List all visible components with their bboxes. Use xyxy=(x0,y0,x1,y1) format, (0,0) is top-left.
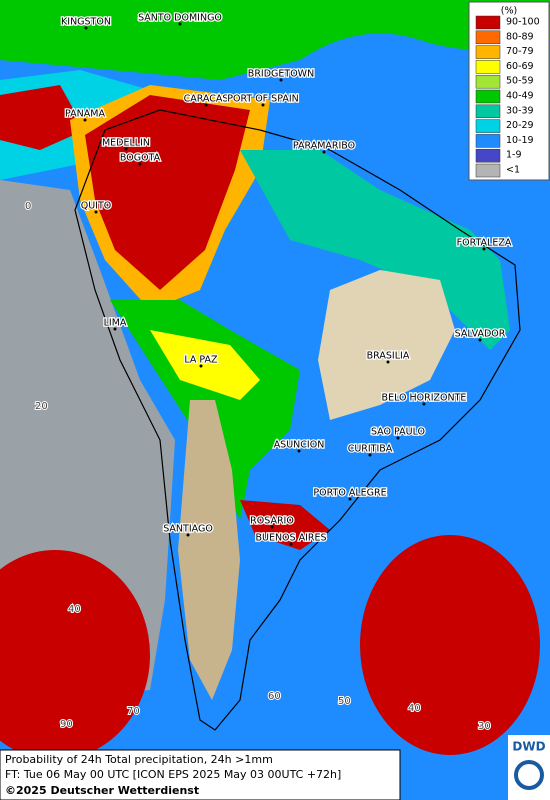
city-dot xyxy=(270,525,274,529)
city-label: SANTIAGO xyxy=(163,524,213,535)
city-dot xyxy=(178,22,182,26)
grid-label: 60 xyxy=(268,691,281,702)
city-dot xyxy=(289,542,293,546)
legend-label: 40-49 xyxy=(506,91,534,102)
city-dot xyxy=(261,103,265,107)
legend-swatch xyxy=(475,104,501,119)
city-label: PORT OF SPAIN xyxy=(227,94,298,105)
city-dot xyxy=(124,147,128,151)
logo: DWD xyxy=(512,740,545,754)
city-label: MEDELLIN xyxy=(102,138,150,149)
footer-text: ©2025 Deutscher Wetterdienst xyxy=(5,784,199,797)
city-label: ROSARIO xyxy=(250,516,294,527)
legend-label: 60-69 xyxy=(506,61,534,72)
legend-swatch xyxy=(475,163,501,178)
legend-label: 1-9 xyxy=(506,150,522,161)
legend-swatch xyxy=(475,30,501,45)
city-label: KINGSTON xyxy=(61,17,111,28)
city-label: BELO HORIZONTE xyxy=(382,393,467,404)
precip-high xyxy=(0,85,85,150)
grid-label: 40 xyxy=(68,604,81,615)
legend-label: <1 xyxy=(506,165,520,176)
precip-band xyxy=(0,0,550,80)
legend-swatch xyxy=(475,74,501,89)
city-dot xyxy=(199,364,203,368)
city-label: QUITO xyxy=(81,201,112,212)
dry-terrain xyxy=(178,400,240,700)
footer-text: Probability of 24h Total precipitation, … xyxy=(5,753,273,766)
legend-swatch xyxy=(475,45,501,59)
city-dot xyxy=(84,26,88,30)
grid-label: 30 xyxy=(478,721,491,732)
legend-swatch xyxy=(475,89,501,104)
precip-high xyxy=(85,95,250,290)
city-dot xyxy=(386,360,390,364)
precip-high xyxy=(360,535,540,755)
city-dot xyxy=(94,210,98,214)
coastline xyxy=(74,109,521,731)
city-label: PORTO ALEGRE xyxy=(313,488,386,499)
legend-label: 20-29 xyxy=(506,120,534,131)
city-label: FORTALEZA xyxy=(457,238,512,249)
city-dot xyxy=(478,338,482,342)
city-dot xyxy=(482,247,486,251)
legend-swatch xyxy=(475,60,501,74)
grid-label: 90 xyxy=(60,719,73,730)
city-dot xyxy=(322,150,326,154)
city-dot xyxy=(204,103,208,107)
city-label: ASUNCION xyxy=(274,440,325,451)
grid-label: 70 xyxy=(127,706,140,717)
city-label: SANTO DOMINGO xyxy=(138,13,222,24)
city-label: CARACAS xyxy=(184,94,229,105)
dry-land xyxy=(318,270,455,420)
city-label: CURITIBA xyxy=(348,444,393,455)
grid-label: 40 xyxy=(408,703,421,714)
city-label: SAO PAULO xyxy=(371,427,425,438)
city-label: BRASILIA xyxy=(367,351,410,362)
city-label: SALVADOR xyxy=(455,329,506,340)
legend-swatch xyxy=(475,148,501,163)
legend-label: 70-79 xyxy=(506,46,534,57)
city-dot xyxy=(279,78,283,82)
legend-swatch xyxy=(475,15,501,30)
city-dot xyxy=(422,402,426,406)
precip-band xyxy=(150,330,260,400)
logo-icon xyxy=(514,760,544,790)
legend-title: (%) xyxy=(501,6,517,17)
city-label: BUENOS AIRES xyxy=(255,533,326,544)
city-dot xyxy=(348,497,352,501)
city-label: PANAMA xyxy=(65,109,105,120)
city-dot xyxy=(368,453,372,457)
legend-label: 10-19 xyxy=(506,135,534,146)
grid-label: 20 xyxy=(35,401,48,412)
legend-label: 50-59 xyxy=(506,76,534,87)
grid-label: 50 xyxy=(338,696,351,707)
footer-box xyxy=(0,749,401,800)
city-dot xyxy=(113,327,117,331)
city-label: BOGOTA xyxy=(120,153,161,164)
city-dot xyxy=(138,162,142,166)
legend-label: 80-89 xyxy=(506,31,534,42)
city-dot xyxy=(83,118,87,122)
city-label: BRIDGETOWN xyxy=(248,69,314,80)
legend-label: 30-39 xyxy=(506,105,534,116)
precip-high xyxy=(0,550,150,760)
footer-text: FT: Tue 06 May 00 UTC [ICON EPS 2025 May… xyxy=(5,768,341,781)
precip-high xyxy=(240,500,330,550)
city-label: LIMA xyxy=(104,318,127,329)
grid-label: 0 xyxy=(25,201,31,212)
city-dot xyxy=(297,449,301,453)
city-label: LA PAZ xyxy=(184,355,218,366)
city-label: PARAMARIBO xyxy=(293,141,355,152)
city-dot xyxy=(186,533,190,537)
legend-label: 90-100 xyxy=(506,17,540,28)
legend-swatch xyxy=(475,134,501,148)
legend-swatch xyxy=(475,119,501,133)
city-dot xyxy=(396,436,400,440)
